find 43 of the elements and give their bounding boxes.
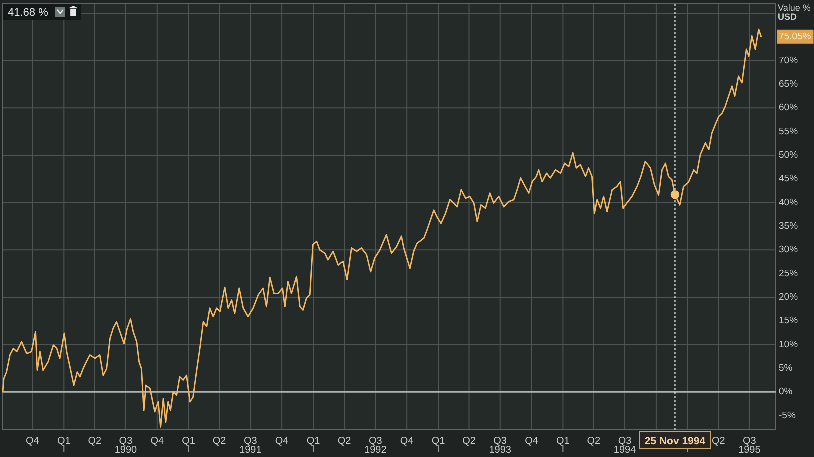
y-tick-label: 30%: [779, 244, 799, 256]
x-tick-label: Q2: [212, 436, 227, 447]
y-tick-label: 10%: [779, 339, 799, 350]
y-tick-label: 55%: [779, 126, 799, 138]
y-tick-label: 70%: [779, 55, 799, 66]
x-tick-label: Q1: [432, 436, 446, 447]
x-tick-label: Q4: [150, 436, 164, 447]
x-tick-label: Q4: [400, 436, 414, 447]
x-tick-label: Q3 1991: [240, 436, 262, 456]
x-tick-label: Q4: [525, 436, 539, 447]
y-tick-label: 35%: [779, 220, 799, 232]
y-tick-label: 25%: [779, 268, 799, 280]
y-tick-label: 45%: [779, 174, 799, 185]
y-tick-label: 65%: [779, 78, 799, 90]
x-tick-label: Q3 1995: [738, 436, 762, 456]
x-tick-label: Q4: [26, 436, 40, 447]
y-tick-label: 5%: [779, 362, 794, 374]
y-axis-title: Value % USD: [778, 3, 811, 22]
ref-line-label: 25 Nov 1994: [644, 436, 706, 448]
x-tick-label: Q4: [275, 436, 290, 447]
x-tick-label: Q1: [306, 436, 321, 447]
x-tick-label: Q1: [57, 436, 72, 447]
y-tick-label: 15%: [779, 316, 799, 327]
y-tick-label: 60%: [779, 102, 799, 114]
x-tick-label: Q3 1994: [614, 436, 637, 456]
y-tick-label: 0%: [779, 386, 794, 398]
x-tick-label: Q1: [182, 436, 196, 447]
x-tick-label: Q1: [556, 436, 570, 447]
x-tick-label: Q2: [88, 436, 102, 447]
y-tick-label: 20%: [779, 292, 799, 303]
x-tick-label: Q3 1992: [364, 436, 388, 456]
x-tick-label: Q2: [462, 436, 476, 447]
y-tick-label: -5%: [779, 410, 796, 422]
annotation: 75.05%: [779, 31, 812, 42]
line-series: [2, 28, 762, 428]
x-tick-label: Q2: [587, 436, 602, 447]
x-tick-label: Q3 1993: [489, 436, 512, 456]
x-tick-label: Q2: [712, 436, 726, 447]
annotation: 41.68 %: [8, 7, 49, 19]
y-tick-label: 40%: [779, 197, 799, 208]
y-tick-label: 50%: [779, 150, 799, 161]
x-tick-label: Q3 1990: [114, 436, 138, 456]
x-tick-label: Q2: [338, 436, 352, 447]
